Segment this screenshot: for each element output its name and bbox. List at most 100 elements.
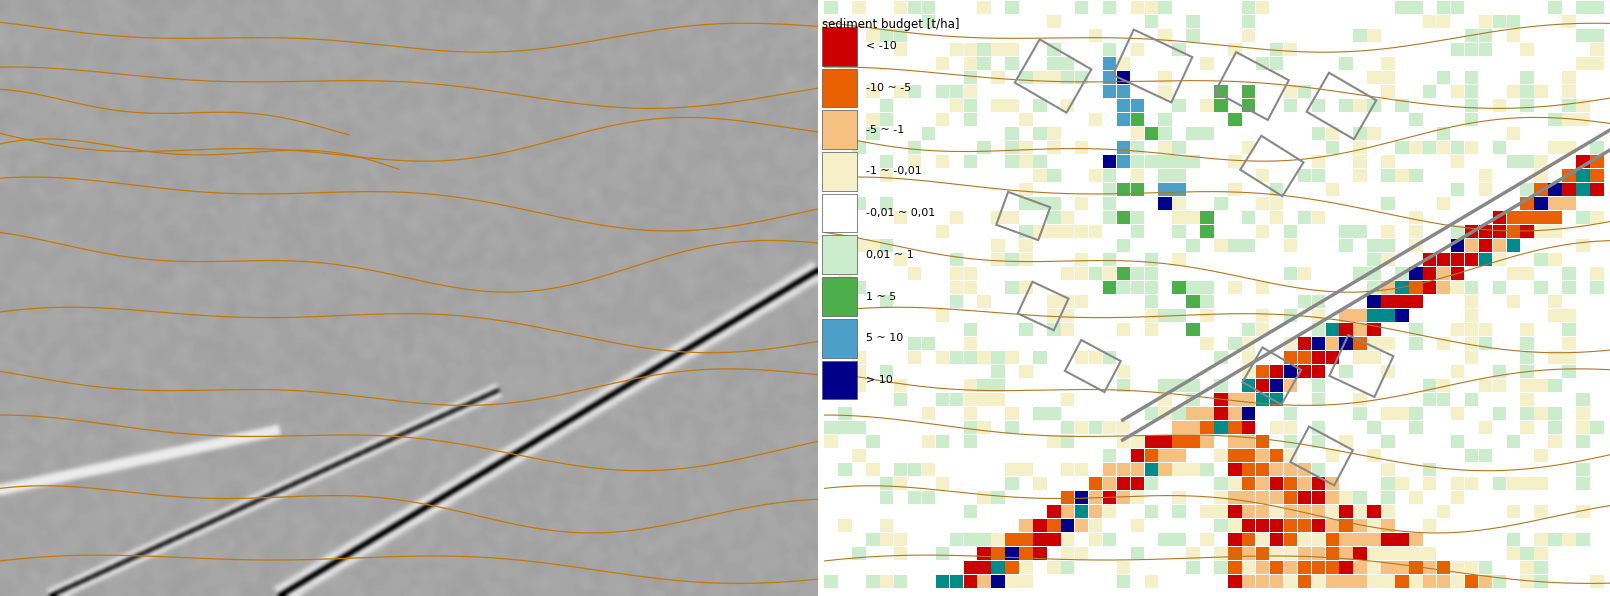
Bar: [1367, 309, 1381, 322]
Bar: [1187, 434, 1199, 448]
Bar: [1075, 154, 1088, 168]
Bar: [824, 476, 837, 490]
Bar: [1130, 365, 1145, 378]
Bar: [1034, 98, 1047, 112]
Bar: [1283, 210, 1298, 224]
Bar: [1340, 85, 1352, 98]
Bar: [1046, 98, 1061, 112]
Bar: [1270, 210, 1283, 224]
Bar: [1340, 281, 1352, 294]
Bar: [1396, 85, 1409, 98]
Text: sediment budget [t/ha]: sediment budget [t/ha]: [821, 18, 960, 31]
Bar: [1409, 547, 1423, 560]
Bar: [1340, 519, 1352, 532]
Bar: [923, 378, 935, 392]
Bar: [1088, 491, 1103, 504]
Bar: [1340, 393, 1352, 406]
Bar: [866, 266, 879, 280]
Bar: [1381, 113, 1394, 126]
Bar: [1465, 169, 1478, 182]
Bar: [1270, 253, 1283, 266]
Bar: [1117, 491, 1130, 504]
Bar: [1438, 29, 1451, 42]
Bar: [1312, 266, 1325, 280]
Bar: [1549, 532, 1562, 546]
Bar: [1562, 434, 1576, 448]
Bar: [1409, 253, 1423, 266]
Bar: [1145, 70, 1158, 84]
Bar: [1325, 1, 1340, 14]
Bar: [824, 337, 837, 350]
Bar: [1478, 491, 1492, 504]
Bar: [950, 476, 963, 490]
Bar: [1117, 504, 1130, 518]
Bar: [1019, 309, 1032, 322]
Bar: [881, 337, 894, 350]
Bar: [1423, 154, 1436, 168]
Bar: [881, 238, 894, 252]
Bar: [1534, 253, 1547, 266]
Bar: [1130, 393, 1145, 406]
Bar: [1423, 238, 1436, 252]
Bar: [894, 141, 908, 154]
Bar: [866, 449, 879, 462]
Bar: [1145, 434, 1158, 448]
Bar: [1312, 294, 1325, 308]
Bar: [1312, 337, 1325, 350]
Bar: [1075, 281, 1088, 294]
Text: < -10: < -10: [866, 41, 897, 51]
Bar: [1270, 14, 1283, 28]
Bar: [1367, 42, 1381, 56]
Bar: [1478, 449, 1492, 462]
Bar: [1298, 14, 1311, 28]
Bar: [1591, 575, 1604, 588]
Bar: [1270, 434, 1283, 448]
Bar: [852, 491, 866, 504]
Bar: [1354, 141, 1367, 154]
Bar: [1046, 309, 1061, 322]
Bar: [1034, 210, 1047, 224]
Bar: [1256, 519, 1269, 532]
Bar: [935, 126, 950, 140]
Bar: [977, 182, 990, 196]
Bar: [1228, 154, 1241, 168]
Bar: [1270, 309, 1283, 322]
Bar: [1061, 337, 1074, 350]
Bar: [1117, 294, 1130, 308]
Bar: [1172, 197, 1187, 210]
Bar: [1214, 547, 1227, 560]
Bar: [1396, 29, 1409, 42]
Bar: [1075, 491, 1088, 504]
Bar: [1130, 238, 1145, 252]
Bar: [1507, 365, 1520, 378]
Bar: [1367, 294, 1381, 308]
Bar: [1256, 57, 1269, 70]
Bar: [1075, 393, 1088, 406]
Bar: [1423, 14, 1436, 28]
Bar: [1046, 154, 1061, 168]
Bar: [1354, 14, 1367, 28]
Bar: [950, 337, 963, 350]
Bar: [1061, 85, 1074, 98]
Bar: [1130, 197, 1145, 210]
Bar: [1438, 294, 1451, 308]
Bar: [1019, 14, 1032, 28]
Bar: [839, 462, 852, 476]
Bar: [1367, 1, 1381, 14]
Bar: [1438, 434, 1451, 448]
Bar: [1034, 421, 1047, 434]
Bar: [1354, 253, 1367, 266]
Bar: [1340, 491, 1352, 504]
Bar: [1199, 406, 1214, 420]
Bar: [1088, 238, 1103, 252]
Bar: [1214, 57, 1227, 70]
Bar: [1005, 575, 1019, 588]
Bar: [1591, 476, 1604, 490]
Bar: [1312, 350, 1325, 364]
Bar: [1451, 309, 1465, 322]
Bar: [963, 337, 977, 350]
Bar: [1591, 14, 1604, 28]
Bar: [908, 575, 921, 588]
Bar: [1061, 141, 1074, 154]
Bar: [1283, 294, 1298, 308]
